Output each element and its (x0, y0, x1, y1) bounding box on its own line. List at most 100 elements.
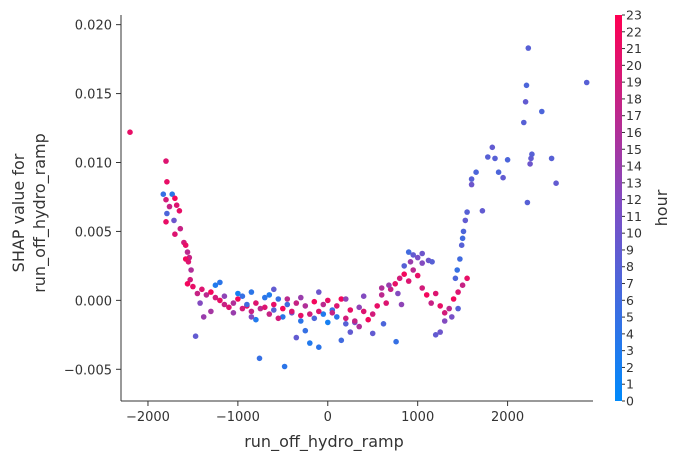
data-point (302, 327, 309, 334)
data-point (307, 340, 313, 346)
data-point (185, 259, 192, 265)
data-point (164, 210, 170, 217)
data-point (405, 278, 412, 284)
colorbar-label: hour (652, 189, 671, 226)
data-point (437, 303, 444, 309)
data-point (401, 263, 408, 269)
data-point (441, 318, 448, 324)
data-point (192, 333, 199, 340)
data-point (500, 174, 506, 181)
data-point (428, 300, 435, 306)
data-point (393, 338, 399, 345)
colorbar-tick-label: 14 (626, 159, 642, 174)
colorbar-tick-label: 2 (626, 360, 634, 375)
colorbar-tick-label: 5 (626, 310, 634, 325)
data-point (262, 294, 268, 301)
data-point (464, 209, 470, 215)
data-point (334, 314, 340, 320)
data-point (529, 151, 535, 157)
data-point (194, 290, 201, 297)
y-tick-label: 0.005 (75, 225, 112, 240)
y-tick-label: 0.020 (75, 19, 112, 34)
data-point (316, 308, 322, 315)
data-point (187, 276, 193, 283)
data-point (311, 315, 318, 322)
data-point (468, 176, 475, 182)
data-point (489, 144, 496, 151)
data-point (325, 319, 331, 326)
data-point (414, 254, 421, 261)
data-point (504, 157, 511, 163)
data-point (343, 315, 349, 322)
data-point (360, 308, 367, 315)
data-point (275, 315, 282, 322)
data-point (235, 296, 241, 302)
colorbar-tick-label: 9 (626, 242, 634, 257)
y-tick-label: 0.010 (75, 157, 112, 172)
data-point (450, 296, 457, 302)
data-point (398, 301, 405, 308)
data-point (524, 199, 531, 206)
data-point (171, 217, 177, 224)
data-point (262, 304, 268, 311)
data-point (281, 363, 288, 370)
data-point (248, 314, 255, 320)
data-point (188, 267, 194, 273)
data-point (253, 300, 259, 306)
data-point (160, 191, 167, 197)
data-point (197, 300, 203, 306)
data-point (293, 300, 300, 306)
data-point (172, 195, 178, 202)
colorbar-tick-label: 11 (626, 209, 642, 224)
x-tick-label: 0 (324, 410, 332, 425)
data-point (343, 321, 349, 327)
data-point (311, 298, 318, 305)
data-point (163, 158, 169, 164)
data-point (316, 344, 322, 351)
data-point (338, 296, 345, 302)
data-point (176, 208, 183, 214)
data-point (454, 267, 461, 273)
y-tick-label: 0.000 (75, 294, 112, 309)
colorbar-tick-label: 6 (626, 293, 634, 308)
data-point (437, 329, 444, 335)
colorbar-tick-label: 12 (626, 192, 642, 207)
data-point (460, 228, 467, 235)
data-point (352, 318, 358, 324)
data-point (239, 293, 246, 300)
data-point (284, 301, 291, 308)
data-point (169, 191, 175, 197)
data-point (235, 290, 241, 297)
data-point (172, 231, 178, 237)
data-point (479, 208, 486, 214)
data-point (356, 323, 363, 330)
data-point (548, 155, 555, 162)
data-point (360, 293, 367, 300)
data-point (455, 289, 461, 295)
data-point (583, 79, 590, 86)
x-tick-label: 2000 (491, 410, 524, 425)
data-point (492, 155, 498, 162)
y-axis-label: SHAP value for run_off_hydro_ramp (9, 133, 50, 293)
colorbar-tick-label: 8 (626, 259, 634, 274)
y-axis-label-line-1: SHAP value for (9, 153, 28, 272)
colorbar-tick-label: 4 (626, 326, 634, 341)
data-point (226, 304, 232, 311)
colorbar-tick-label: 1 (626, 377, 634, 392)
colorbar-tick-label: 7 (626, 276, 634, 291)
data-point (334, 303, 340, 309)
data-point (271, 301, 277, 308)
data-point (212, 282, 219, 289)
data-point (329, 310, 336, 316)
data-point (432, 332, 439, 338)
data-point (464, 275, 470, 282)
colorbar-tick-label: 23 (626, 8, 642, 23)
data-point (459, 282, 466, 289)
x-tick-label: −1000 (216, 410, 260, 425)
data-point (307, 311, 313, 317)
data-point (271, 286, 277, 293)
data-point (522, 99, 529, 105)
data-point (173, 202, 180, 208)
data-point (458, 242, 465, 248)
data-point (457, 256, 463, 262)
